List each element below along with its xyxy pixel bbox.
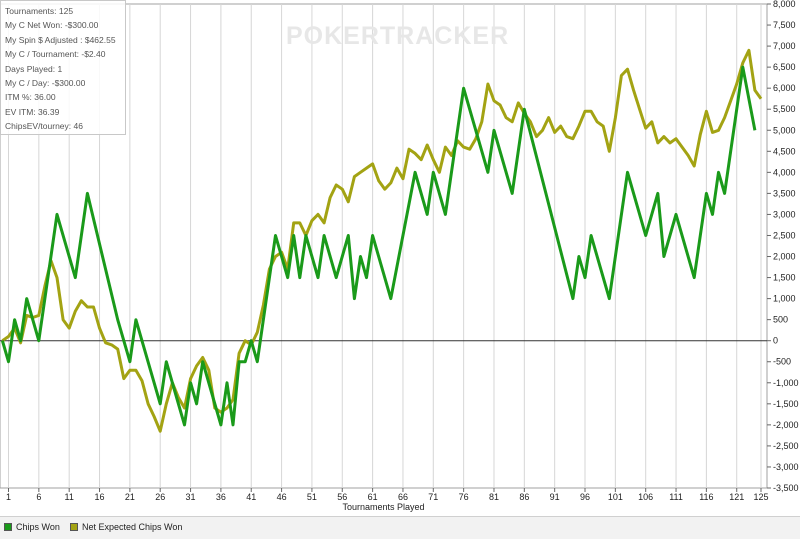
y-tick-label: 6,000 — [773, 83, 796, 93]
series-line-chips-won — [0, 65, 757, 427]
y-tick-label: 4,000 — [773, 167, 796, 177]
stat-per-day: My C / Day: -$300.00 — [5, 78, 86, 89]
stat-ev-itm: EV ITM: 36.39 — [5, 106, 60, 117]
x-tick-label: 61 — [368, 492, 378, 502]
x-tick-label: 21 — [125, 492, 135, 502]
legend-item-chips-won[interactable]: Chips Won — [4, 522, 60, 532]
x-axis-label: Tournaments Played — [342, 502, 424, 512]
legend-label-chips-won: Chips Won — [16, 522, 60, 532]
x-tick-label: 121 — [729, 492, 744, 502]
y-tick-label: -2,500 — [773, 441, 799, 451]
x-tick-label: 26 — [155, 492, 165, 502]
y-tick-label: 5,000 — [773, 125, 796, 135]
x-tick-label: 36 — [216, 492, 226, 502]
legend-swatch-chips-won — [4, 523, 12, 531]
y-tick-label: 3,000 — [773, 209, 796, 219]
y-tick-label: -2,000 — [773, 420, 799, 430]
y-tick-label: 5,500 — [773, 104, 796, 114]
x-tick-label: 96 — [580, 492, 590, 502]
y-tick-label: -1,500 — [773, 399, 799, 409]
x-tick-label: 101 — [608, 492, 623, 502]
y-tick-label: 1,000 — [773, 294, 796, 304]
y-tick-label: 7,500 — [773, 20, 796, 30]
y-tick-label: 500 — [773, 315, 788, 325]
x-tick-label: 41 — [246, 492, 256, 502]
y-tick-label: -3,000 — [773, 462, 799, 472]
x-tick-label: 31 — [186, 492, 196, 502]
x-tick-label: 6 — [36, 492, 41, 502]
y-tick-label: 2,000 — [773, 252, 796, 262]
stats-panel: Tournaments: 125 My C Net Won: -$300.00 … — [0, 0, 126, 135]
stat-net-won: My C Net Won: -$300.00 — [5, 20, 99, 31]
y-tick-label: 6,500 — [773, 62, 796, 72]
x-tick-label: 1 — [6, 492, 11, 502]
x-tick-label: 71 — [428, 492, 438, 502]
stat-tournaments: Tournaments: 125 — [5, 6, 74, 16]
chart-legend: Chips Won Net Expected Chips Won — [0, 516, 800, 539]
x-tick-label: 66 — [398, 492, 408, 502]
x-tick-label: 16 — [95, 492, 105, 502]
legend-item-net-expected[interactable]: Net Expected Chips Won — [70, 522, 182, 532]
y-tick-label: 7,000 — [773, 41, 796, 51]
y-tick-label: 2,500 — [773, 230, 796, 240]
stat-spin-adjusted: My Spin $ Adjusted : $462.55 — [5, 34, 116, 45]
x-tick-label: 81 — [489, 492, 499, 502]
x-tick-label: 111 — [669, 492, 683, 502]
x-tick-label: 46 — [277, 492, 287, 502]
legend-label-net-expected: Net Expected Chips Won — [82, 522, 183, 532]
y-tick-label: 1,500 — [773, 273, 796, 283]
y-tick-label: 8,000 — [773, 0, 796, 9]
stat-days-played: Days Played: 1 — [5, 63, 63, 74]
y-tick-label: 0 — [773, 336, 778, 346]
y-tick-label: -3,500 — [773, 483, 799, 493]
x-tick-label: 91 — [550, 492, 560, 502]
stat-itm: ITM %: 36.00 — [5, 92, 56, 103]
legend-swatch-net-expected — [70, 523, 78, 531]
x-tick-label: 125 — [753, 492, 768, 502]
plot-area — [0, 3, 768, 489]
line-chart: 1 6 11 16 21 26 31 36 41 46 51 56 61 66 71 76 81 86 91 96 10… — [0, 0, 799, 512]
series-line-net-expected — [1, 48, 763, 433]
stat-per-tournament: My C / Tournament: -$2.40 — [5, 49, 106, 60]
y-tick-label: -500 — [773, 357, 791, 367]
x-tick-label: 11 — [65, 492, 74, 502]
y-tick-label: 3,500 — [773, 188, 796, 198]
x-tick-label: 56 — [337, 492, 347, 502]
y-tick-label: 4,500 — [773, 146, 796, 156]
x-tick-label: 86 — [519, 492, 529, 502]
stat-chipsev: ChipsEV/tourney: 46 — [5, 121, 83, 132]
x-tick-label: 51 — [307, 492, 317, 502]
x-tick-label: 116 — [699, 492, 713, 502]
x-tick-label: 106 — [638, 492, 653, 502]
y-tick-label: -1,000 — [773, 378, 799, 388]
pokertracker-watermark: POKERTRACKER — [286, 22, 510, 50]
x-tick-label: 76 — [459, 492, 469, 502]
